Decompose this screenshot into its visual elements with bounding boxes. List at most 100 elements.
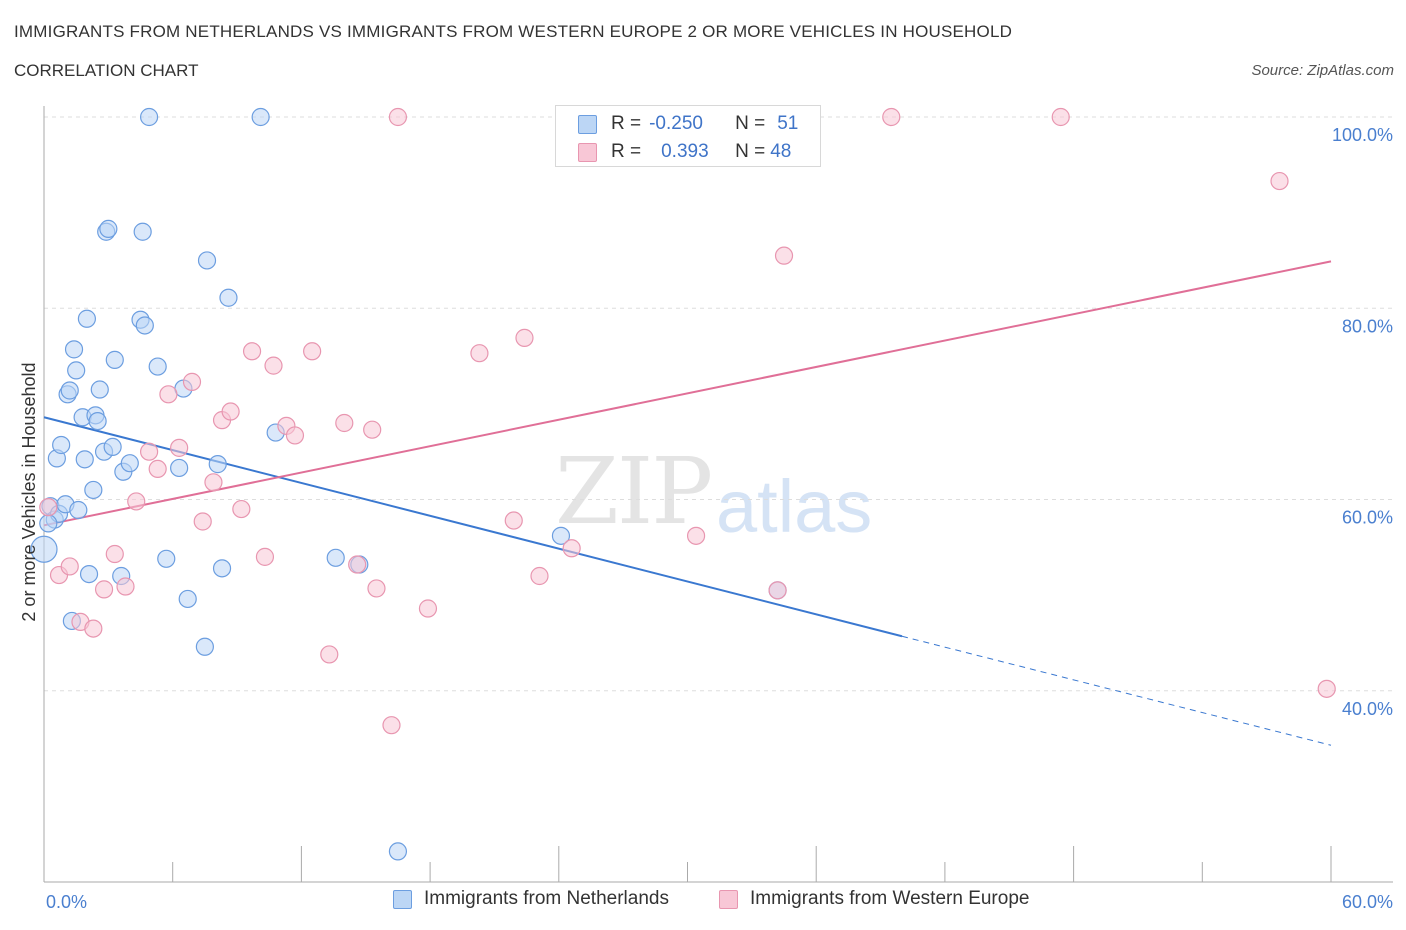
western-europe-point bbox=[264, 356, 283, 375]
y-tick-label: 100.0% bbox=[1332, 125, 1393, 145]
netherlands-point bbox=[148, 357, 167, 376]
legend-row-western-europe: R = 0.393 N = 48 bbox=[578, 139, 791, 165]
western-europe-point bbox=[193, 512, 212, 531]
western-europe-point bbox=[562, 539, 581, 558]
western-europe-point bbox=[367, 579, 386, 598]
watermark-zip: ZIP bbox=[555, 438, 713, 545]
netherlands-point bbox=[120, 454, 139, 473]
series-swatch-blue bbox=[393, 889, 412, 909]
trend-line-western-europe bbox=[43, 260, 1332, 527]
western-europe-point bbox=[470, 344, 489, 363]
western-europe-point bbox=[232, 499, 251, 519]
legend-swatch-blue bbox=[578, 114, 597, 134]
series-legend: Immigrants from Netherlands Immigrants f… bbox=[0, 888, 1406, 916]
legend-n-value: 51 bbox=[777, 113, 799, 134]
western-europe-point bbox=[382, 716, 401, 735]
western-europe-point bbox=[60, 557, 79, 576]
correlation-legend: R = -0.250 N = 51 R = 0.393 N = 48 bbox=[555, 105, 821, 167]
western-europe-point bbox=[320, 645, 339, 664]
netherlands-point bbox=[67, 361, 86, 380]
western-europe-point bbox=[242, 342, 262, 361]
netherlands-point bbox=[170, 458, 189, 478]
netherlands-point bbox=[30, 535, 58, 563]
western-europe-point bbox=[140, 442, 159, 461]
legend-row-netherlands: R = -0.250 N = 51 bbox=[578, 111, 798, 137]
chart-subtitle: CORRELATION CHART bbox=[14, 61, 199, 80]
western-europe-point bbox=[303, 342, 322, 361]
y-tick-label: 40.0% bbox=[1342, 699, 1393, 719]
western-europe-point bbox=[774, 246, 794, 265]
series-legend-netherlands: Immigrants from Netherlands bbox=[393, 888, 669, 910]
axes bbox=[43, 106, 1393, 883]
netherlands-point bbox=[551, 526, 571, 545]
western-europe-point bbox=[84, 619, 103, 638]
legend-swatch-pink bbox=[578, 142, 597, 162]
netherlands-point bbox=[99, 219, 118, 238]
netherlands-point bbox=[133, 222, 152, 241]
trend-lines bbox=[43, 260, 1332, 746]
netherlands-point bbox=[195, 637, 214, 656]
netherlands-point bbox=[69, 500, 88, 520]
netherlands-point bbox=[90, 380, 109, 399]
netherlands-point bbox=[52, 435, 71, 455]
y-axis-label: 2 or more Vehicles in Household bbox=[19, 362, 39, 621]
netherlands-point bbox=[157, 549, 176, 568]
legend-r-value: -0.250 bbox=[649, 113, 703, 134]
western-europe-point bbox=[39, 498, 58, 517]
western-europe-point bbox=[94, 580, 114, 599]
netherlands-point bbox=[140, 107, 159, 127]
grid-lines bbox=[44, 116, 1393, 692]
western-europe-point bbox=[363, 420, 382, 439]
x-tick-label: 60.0% bbox=[1342, 892, 1393, 912]
legend-r-label: R = bbox=[611, 141, 642, 162]
legend-r-value: 0.393 bbox=[661, 141, 709, 162]
western-europe-point bbox=[148, 459, 167, 478]
series-legend-label: Immigrants from Western Europe bbox=[750, 888, 1030, 909]
netherlands-point bbox=[105, 350, 124, 369]
data-points bbox=[30, 107, 1336, 861]
netherlands-point bbox=[251, 107, 270, 127]
western-europe-point bbox=[504, 511, 523, 530]
chart-title: IMMIGRANTS FROM NETHERLANDS VS IMMIGRANT… bbox=[14, 22, 1013, 41]
western-europe-point bbox=[105, 544, 124, 564]
western-europe-point bbox=[1317, 679, 1336, 698]
legend-n-label: N = bbox=[735, 113, 766, 134]
western-europe-point bbox=[170, 438, 189, 457]
western-europe-point bbox=[515, 328, 534, 347]
netherlands-point bbox=[84, 480, 103, 500]
x-tick-label: 0.0% bbox=[46, 892, 87, 912]
netherlands-point bbox=[326, 548, 345, 567]
series-legend-western-europe: Immigrants from Western Europe bbox=[719, 888, 1029, 910]
western-europe-point bbox=[768, 581, 787, 600]
western-europe-point bbox=[127, 492, 146, 511]
y-tick-label: 60.0% bbox=[1342, 508, 1393, 528]
netherlands-point bbox=[64, 340, 84, 359]
western-europe-point bbox=[335, 413, 354, 433]
axis-labels: 40.0% 60.0% 80.0% 100.0% 0.0% 60.0% 2 or more … bbox=[19, 125, 1393, 912]
western-europe-point bbox=[418, 599, 438, 618]
western-europe-point bbox=[159, 385, 178, 404]
western-europe-point bbox=[255, 547, 275, 566]
trend-line-extension bbox=[901, 635, 1332, 746]
legend-n-value: 48 bbox=[770, 141, 792, 162]
series-legend-label: Immigrants from Netherlands bbox=[424, 888, 669, 909]
legend-r-label: R = bbox=[611, 113, 642, 134]
netherlands-point bbox=[388, 842, 408, 861]
western-europe-point bbox=[285, 426, 305, 445]
western-europe-point bbox=[882, 107, 901, 127]
western-europe-point bbox=[348, 555, 367, 574]
y-tick-label: 80.0% bbox=[1342, 316, 1393, 336]
legend-n-label: N = bbox=[735, 141, 766, 162]
netherlands-point bbox=[208, 455, 227, 474]
series-swatch-pink bbox=[719, 889, 738, 909]
western-europe-point bbox=[221, 402, 240, 421]
western-europe-point bbox=[182, 372, 202, 391]
western-europe-point bbox=[116, 577, 135, 596]
western-europe-point bbox=[530, 566, 549, 586]
western-europe-point bbox=[1051, 107, 1070, 127]
netherlands-point bbox=[103, 437, 122, 457]
western-europe-point bbox=[388, 107, 408, 127]
trend-line-netherlands bbox=[43, 416, 903, 638]
netherlands-point bbox=[60, 381, 79, 400]
netherlands-point bbox=[212, 559, 232, 578]
